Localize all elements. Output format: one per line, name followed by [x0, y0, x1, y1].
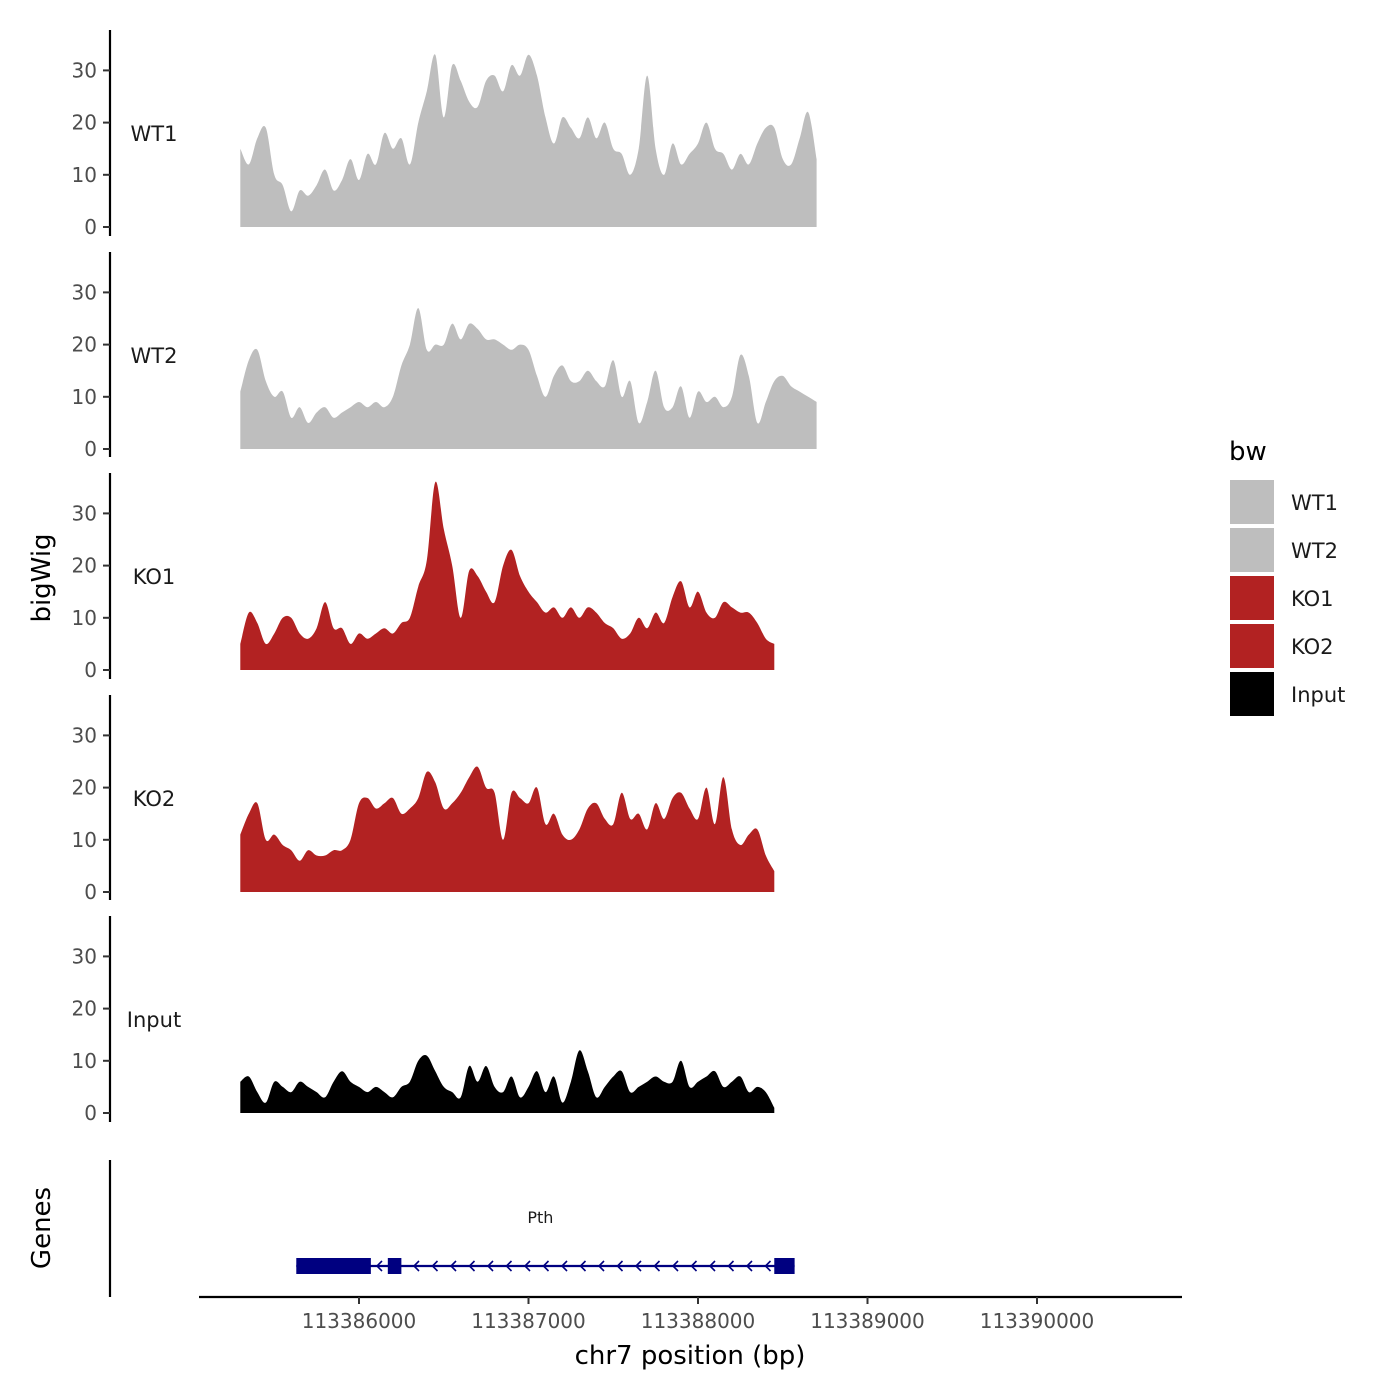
- legend-label-wt1: WT1: [1291, 491, 1338, 515]
- strand-arrow: [597, 1260, 605, 1272]
- strand-arrow: [560, 1260, 568, 1272]
- track-ko1: 0 10 20 30 KO1: [72, 473, 775, 682]
- strand-arrow: [431, 1260, 439, 1272]
- y-tick-label-wt2-20: 20: [72, 333, 97, 357]
- x-tick-label-113387000: 113387000: [471, 1309, 586, 1333]
- strand-arrow: [579, 1260, 587, 1272]
- legend-label-input: Input: [1291, 683, 1345, 707]
- y-tick-label-ko2-20: 20: [72, 776, 97, 800]
- coverage-area-ko1: [240, 481, 775, 670]
- y-tick-label-ko1-10: 10: [72, 606, 97, 630]
- x-tick-label-113386000: 113386000: [302, 1309, 417, 1333]
- y-tick-label-wt2-30: 30: [72, 280, 97, 304]
- strand-arrow: [690, 1260, 698, 1272]
- y-tick-label-input-20: 20: [72, 997, 97, 1021]
- legend: bw WT1 WT2 KO1 KO2 Input: [1229, 437, 1345, 716]
- coverage-area-ko2: [240, 766, 775, 892]
- track-wt2: 0 10 20 30 WT2: [72, 252, 817, 461]
- y-tick-label-wt2-0: 0: [84, 437, 97, 461]
- gene-label: Pth: [527, 1208, 553, 1227]
- bigwig-tracks: 0 10 20 30 WT1 0 10 20 30 WT2 0 10 20 30 KO1 0 10 20 30 KO2…: [72, 30, 817, 1125]
- strand-arrow: [412, 1260, 420, 1272]
- x-axis-title: chr7 position (bp): [575, 1341, 806, 1371]
- coverage-area-input: [240, 1050, 775, 1113]
- strand-arrow: [505, 1260, 513, 1272]
- track-label-input: Input: [127, 1008, 181, 1032]
- y-tick-label-ko1-0: 0: [84, 658, 97, 682]
- coverage-area-wt1: [240, 54, 817, 227]
- y-tick-label-wt1-30: 30: [72, 58, 97, 82]
- y-tick-label-ko2-30: 30: [72, 723, 97, 747]
- gene-exon-1: [296, 1258, 371, 1274]
- strand-arrow: [727, 1260, 735, 1272]
- track-input: 0 10 20 30 Input: [72, 916, 775, 1125]
- track-label-wt1: WT1: [131, 122, 178, 146]
- y-tick-label-ko2-10: 10: [72, 828, 97, 852]
- gene-exon-2: [387, 1258, 402, 1274]
- y-tick-label-ko1-20: 20: [72, 554, 97, 578]
- strand-arrow: [375, 1260, 383, 1272]
- strand-arrow: [764, 1260, 772, 1272]
- legend-title: bw: [1229, 437, 1267, 467]
- strand-arrow: [708, 1260, 716, 1272]
- genes-axis-title: Genes: [27, 1187, 57, 1269]
- track-wt1: 0 10 20 30 WT1: [72, 30, 817, 239]
- track-ko2: 0 10 20 30 KO2: [72, 695, 775, 904]
- y-tick-label-input-10: 10: [72, 1049, 97, 1073]
- coverage-area-wt2: [240, 308, 817, 449]
- track-label-ko2: KO2: [133, 787, 176, 811]
- track-label-ko1: KO1: [133, 565, 176, 589]
- y-tick-label-wt2-10: 10: [72, 385, 97, 409]
- legend-key-ko2: [1230, 624, 1274, 668]
- x-tick-label-113388000: 113388000: [641, 1309, 756, 1333]
- x-tick-label-113390000: 113390000: [980, 1309, 1095, 1333]
- y-tick-label-input-30: 30: [72, 944, 97, 968]
- legend-label-wt2: WT2: [1291, 539, 1338, 563]
- legend-key-ko1: [1230, 576, 1274, 620]
- x-axis: 113386000 113387000 113388000 113389000 1133…: [199, 1295, 1182, 1333]
- legend-label-ko2: KO2: [1291, 635, 1334, 659]
- y-tick-label-input-0: 0: [84, 1101, 97, 1125]
- strand-arrow: [468, 1260, 476, 1272]
- y-tick-label-wt1-20: 20: [72, 111, 97, 135]
- gene-exon-3: [774, 1258, 795, 1274]
- x-tick-label-113389000: 113389000: [810, 1309, 925, 1333]
- strand-arrow: [671, 1260, 679, 1272]
- legend-label-ko1: KO1: [1291, 587, 1334, 611]
- strand-arrow: [449, 1260, 457, 1272]
- y-tick-label-ko1-30: 30: [72, 501, 97, 525]
- legend-key-wt1: [1230, 480, 1274, 524]
- strand-arrow: [542, 1260, 550, 1272]
- y-tick-label-wt1-10: 10: [72, 163, 97, 187]
- strand-arrow: [653, 1260, 661, 1272]
- y-tick-label-wt1-0: 0: [84, 215, 97, 239]
- y-tick-label-ko2-0: 0: [84, 880, 97, 904]
- strand-arrow: [745, 1260, 753, 1272]
- legend-key-input: [1230, 672, 1274, 716]
- strand-arrow: [616, 1260, 624, 1272]
- strand-arrow: [634, 1260, 642, 1272]
- legend-key-wt2: [1230, 528, 1274, 572]
- strand-arrow: [523, 1260, 531, 1272]
- genes-panel: Pth: [108, 1160, 795, 1297]
- y-axis-title: bigWig: [27, 533, 57, 622]
- track-label-wt2: WT2: [131, 344, 178, 368]
- strand-arrow: [486, 1260, 494, 1272]
